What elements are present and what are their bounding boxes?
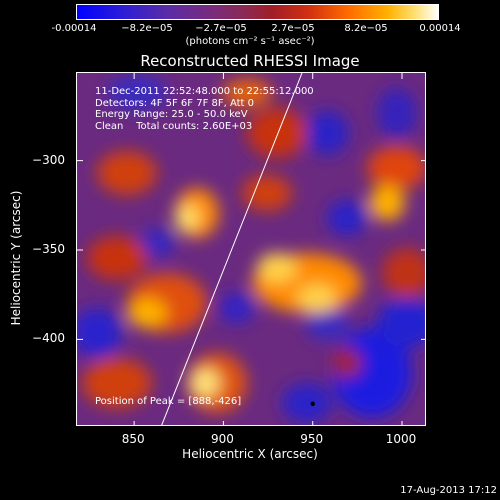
energy-range-text: Energy Range: 25.0 - 50.0 keV [95, 109, 248, 120]
peak-position-text: Position of Peak = [888,-426] [95, 396, 242, 407]
info-box: 11-Dec-2011 22:52:48.000 to 22:55:12.000… [95, 86, 314, 132]
x-tick-label: 950 [300, 432, 324, 446]
y-tick-label: −300 [32, 152, 65, 167]
plot-area [76, 72, 426, 426]
detectors-text: Detectors: 4F 5F 6F 7F 8F, Att 0 [95, 97, 255, 109]
colorbar-tick: -0.00014 [51, 23, 97, 34]
colorbar-tick: −2.7e−05 [195, 23, 247, 34]
colorbar-tick: 8.2e−05 [344, 23, 388, 34]
y-tick-label: −350 [32, 242, 65, 256]
peak-marker [310, 401, 315, 406]
date-stamp: 17-Aug-2013 17:12 [400, 485, 497, 496]
colorbar-tick: 0.00014 [419, 23, 461, 34]
time-range-text: 11-Dec-2011 22:52:48.000 to 22:55:12.000 [95, 86, 314, 97]
heatmap-image [77, 73, 425, 425]
colorbar-tick: 2.7e−05 [271, 23, 315, 34]
colorbar-units: (photons cm⁻² s⁻¹ asec⁻²) [185, 36, 315, 47]
y-tick-label: −400 [32, 331, 65, 346]
limb-line [161, 73, 303, 425]
heatmap-blobs [77, 75, 425, 423]
colorbar-tick: −8.2e−05 [121, 23, 173, 34]
x-axis-label: Heliocentric X (arcsec) [182, 447, 318, 461]
clean-counts-text: Clean Total counts: 2.60E+03 [95, 120, 253, 132]
x-tick-label: 900 [210, 432, 234, 446]
colorbar [76, 4, 439, 20]
x-tick-label: 1000 [385, 432, 417, 446]
x-tick-label: 850 [121, 432, 145, 446]
y-axis-label: Heliocentric Y (arcsec) [9, 190, 23, 326]
chart-title: Reconstructed RHESSI Image [140, 52, 360, 70]
